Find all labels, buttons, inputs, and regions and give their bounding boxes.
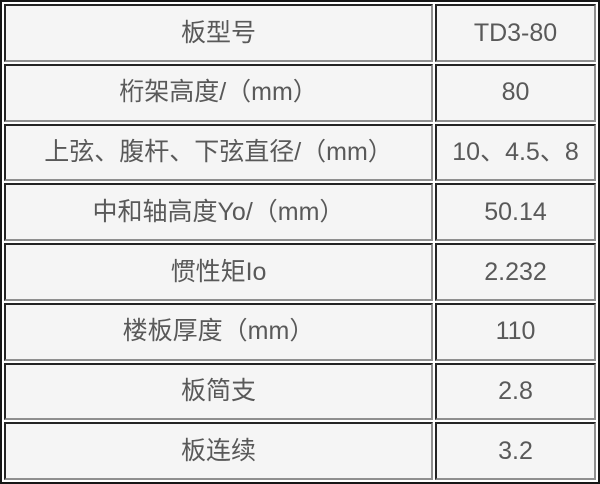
spec-value-cell: 10、4.5、8 bbox=[435, 123, 596, 182]
spec-label-cell: 桁架高度/（mm） bbox=[4, 63, 433, 122]
spec-value-cell: 110 bbox=[435, 302, 596, 361]
spec-label-cell: 中和轴高度Yo/（mm） bbox=[4, 183, 433, 241]
table-row: 楼板厚度（mm） 110 bbox=[4, 302, 596, 361]
table-row: 上弦、腹杆、下弦直径/（mm） 10、4.5、8 bbox=[4, 123, 596, 182]
spec-label-cell: 板简支 bbox=[4, 362, 433, 421]
spec-value-cell: 80 bbox=[435, 63, 596, 122]
spec-label-cell: 楼板厚度（mm） bbox=[4, 302, 433, 361]
spec-value-cell: 3.2 bbox=[435, 422, 596, 480]
spec-value-cell: 2.8 bbox=[435, 362, 596, 421]
spec-value-cell: TD3-80 bbox=[435, 4, 596, 62]
table-row: 桁架高度/（mm） 80 bbox=[4, 63, 596, 122]
table-row: 中和轴高度Yo/（mm） 50.14 bbox=[4, 183, 596, 241]
table-row: 板简支 2.8 bbox=[4, 362, 596, 421]
table-row: 惯性矩Io 2.232 bbox=[4, 243, 596, 301]
spec-label-cell: 板型号 bbox=[4, 4, 433, 62]
spec-value-cell: 2.232 bbox=[435, 243, 596, 301]
spec-label-cell: 板连续 bbox=[4, 422, 433, 480]
table-row: 板连续 3.2 bbox=[4, 422, 596, 480]
spec-table-body: 板型号 TD3-80 桁架高度/（mm） 80 上弦、腹杆、下弦直径/（mm） … bbox=[4, 4, 596, 480]
spec-label-cell: 上弦、腹杆、下弦直径/（mm） bbox=[4, 123, 433, 182]
table-row: 板型号 TD3-80 bbox=[4, 4, 596, 62]
spec-value-cell: 50.14 bbox=[435, 183, 596, 241]
spec-label-cell: 惯性矩Io bbox=[4, 243, 433, 301]
